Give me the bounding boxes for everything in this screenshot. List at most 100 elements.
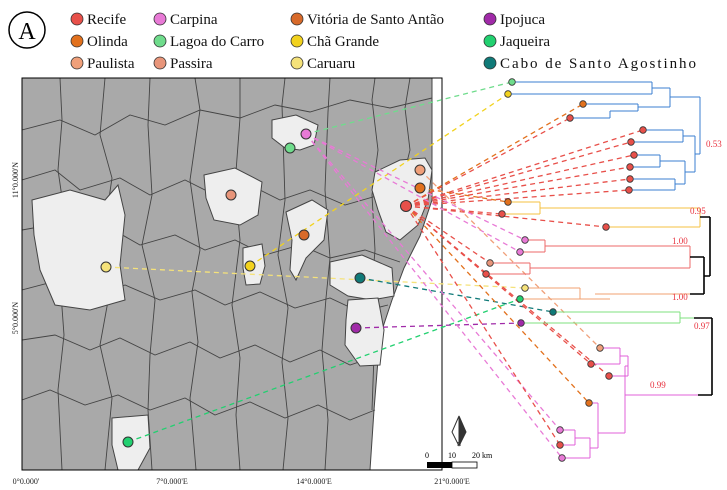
tip	[516, 248, 524, 256]
legend-label-carpina: Carpina	[170, 12, 218, 28]
tip	[639, 126, 647, 134]
map-frame	[21, 77, 443, 471]
clade-red	[486, 239, 691, 275]
municipal-borders	[22, 78, 433, 470]
support-value: 0.99	[650, 380, 666, 390]
clade-blue	[508, 81, 701, 191]
support-value: 0.95	[690, 206, 706, 216]
marker-passira	[225, 189, 237, 201]
tree-tips	[482, 78, 647, 462]
legend-label-olinda: Olinda	[87, 34, 128, 50]
marker-cabo	[354, 272, 366, 284]
panel-label: A	[8, 11, 46, 49]
legend-label-ipojuca: Ipojuca	[500, 12, 545, 28]
tip	[521, 284, 529, 292]
legend-item-paulista: Paulista	[70, 56, 135, 72]
legend-item-olinda: Olinda	[70, 34, 128, 50]
legend: Recife Olinda Paulista Carpina Lagoa do …	[70, 12, 696, 72]
legend-item-lagoa-do-carro: Lagoa do Carro	[153, 34, 264, 50]
phylogenetic-tree: 0.53 0.95 1.00 1.00 0.97 0.99	[482, 78, 722, 462]
tip	[566, 114, 574, 122]
region-carpina	[271, 114, 319, 151]
legend-label-paulista: Paulista	[87, 56, 135, 72]
lon-label-3: 14°0.000'E	[296, 477, 332, 486]
clade-yellow	[502, 201, 701, 228]
marker-jaqueira	[122, 436, 134, 448]
tip	[605, 372, 613, 380]
tip	[630, 151, 638, 159]
legend-item-caruaru: Caruaru	[290, 56, 356, 72]
support-value: 0.53	[706, 139, 722, 149]
lon-label-1: 0°0.000'	[13, 477, 40, 486]
marker-caruaru	[100, 261, 112, 273]
support-value: 0.97	[694, 321, 710, 331]
tip	[508, 78, 516, 86]
coordinate-labels: 11°0.000'N 5°0.000'N 0°0.000' 7°0.000'E …	[11, 162, 470, 486]
clade-green	[521, 311, 694, 324]
marker-lagoa-do-carro	[284, 142, 296, 154]
tip	[486, 259, 494, 267]
scale-label-10: 10	[448, 451, 456, 460]
legend-item-vitoria: Vitória de Santo Antão	[290, 12, 444, 28]
panel-label-text: A	[18, 19, 36, 45]
region-ipojuca	[344, 297, 385, 367]
tip	[585, 399, 593, 407]
lon-label-4: 21°0.000'E	[434, 477, 470, 486]
tip	[504, 198, 512, 206]
tip	[516, 295, 524, 303]
marker-carpina	[300, 128, 312, 140]
lat-label-1: 11°0.000'N	[11, 162, 20, 198]
marker-ipojuca	[350, 322, 362, 334]
legend-item-carpina: Carpina	[153, 12, 218, 28]
lon-label-2: 7°0.000'E	[156, 477, 188, 486]
legend-item-passira: Passira	[153, 56, 213, 72]
legend-label-lagoa-do-carro: Lagoa do Carro	[170, 34, 264, 50]
region-vitoria	[285, 199, 329, 282]
marker-cha-grande	[244, 260, 256, 272]
legend-item-recife: Recife	[70, 12, 126, 28]
legend-item-cabo: Cabo de Santo Agostinho	[483, 56, 696, 72]
tree-backbone	[690, 216, 713, 396]
legend-label-jaqueira: Jaqueira	[500, 34, 550, 50]
legend-label-caruaru: Caruaru	[307, 56, 356, 72]
lat-label-2: 5°0.000'N	[11, 302, 20, 335]
tip	[587, 360, 595, 368]
scale-bar: 0 10 20 km	[425, 451, 493, 469]
legend-label-passira: Passira	[170, 56, 213, 72]
support-value: 1.00	[672, 292, 688, 302]
tip	[498, 210, 506, 218]
tip	[504, 90, 512, 98]
location-markers	[100, 128, 426, 448]
marker-paulista	[414, 164, 426, 176]
tip	[596, 344, 604, 352]
scale-label-0: 0	[425, 451, 429, 460]
support-values: 0.53 0.95 1.00 1.00 0.97 0.99	[650, 139, 722, 390]
legend-label-recife: Recife	[87, 12, 126, 28]
marker-vitoria	[298, 229, 310, 241]
tip	[626, 175, 634, 183]
tip	[627, 138, 635, 146]
tip	[579, 100, 587, 108]
tip	[558, 454, 566, 462]
tip	[602, 223, 610, 231]
tip	[482, 270, 490, 278]
region-caruaru	[31, 183, 126, 311]
legend-item-ipojuca: Ipojuca	[483, 12, 545, 28]
support-value: 1.00	[672, 236, 688, 246]
legend-label-cha-grande: Chã Grande	[307, 34, 379, 50]
marker-recife	[400, 200, 412, 212]
legend-item-cha-grande: Chã Grande	[290, 34, 379, 50]
tip	[556, 441, 564, 449]
marker-olinda	[414, 182, 426, 194]
clade-orange	[520, 287, 690, 300]
legend-label-cabo: Cabo de Santo Agostinho	[500, 56, 696, 72]
tip	[626, 163, 634, 171]
clade-magenta	[560, 347, 698, 459]
tip	[521, 236, 529, 244]
tip	[625, 186, 633, 194]
north-arrow-label: N	[457, 442, 462, 448]
legend-item-jaqueira: Jaqueira	[483, 34, 550, 50]
map	[22, 78, 442, 470]
land-area	[22, 78, 433, 470]
